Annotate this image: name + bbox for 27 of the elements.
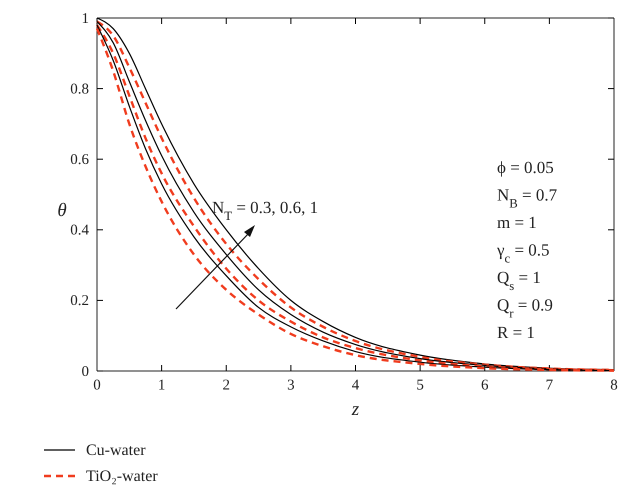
- annotation: Q$_{s}$ = 1: [497, 268, 541, 293]
- x-tick-label: 8: [610, 378, 618, 394]
- y-tick-label: 0: [82, 364, 89, 380]
- x-tick-label: 0: [93, 378, 101, 394]
- x-tick-label: 1: [158, 378, 166, 394]
- x-tick-label: 2: [222, 378, 230, 394]
- x-axis-title: z: [350, 399, 360, 420]
- y-tick-label: 0.2: [70, 293, 89, 310]
- annotation: ϕ = 0.05: [497, 158, 554, 177]
- annotation: γ$_{c}$ = 0.5: [496, 240, 550, 266]
- y-tick-label: 1: [82, 10, 89, 27]
- y-tick-label: 0.4: [70, 222, 90, 239]
- annotation: N$_{B}$ = 0.7: [497, 186, 558, 210]
- y-tick-label: 0.8: [70, 81, 89, 98]
- y-axis-title: θ: [57, 200, 67, 221]
- annotation: R = 1: [497, 323, 535, 342]
- annotation: Q$_{r}$ = 0.9: [497, 296, 553, 320]
- y-tick-label: 0.6: [70, 152, 90, 168]
- x-tick-label: 4: [352, 378, 360, 394]
- x-tick-label: 5: [416, 378, 424, 394]
- x-tick-label: 3: [287, 378, 295, 394]
- annotation: N$_{T}$ = 0.3, 0.6, 1: [212, 198, 318, 223]
- legend-label: TiO₂-water: [86, 468, 158, 485]
- x-tick-label: 6: [481, 378, 489, 394]
- legend-label: Cu-water: [86, 442, 146, 459]
- annotation: m = 1: [497, 213, 537, 232]
- x-tick-label: 7: [546, 378, 554, 394]
